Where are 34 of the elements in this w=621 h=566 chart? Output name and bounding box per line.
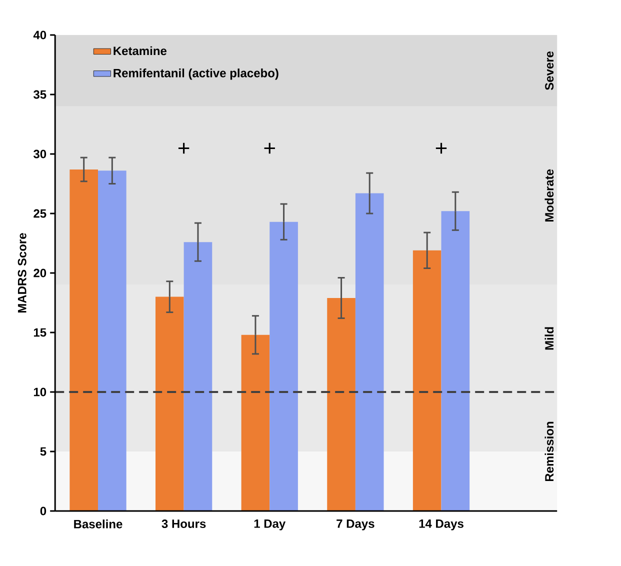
legend-label: Ketamine bbox=[114, 46, 167, 56]
y-axis-title: MADRS Score bbox=[18, 233, 26, 313]
y-tick-label: 30 bbox=[34, 150, 46, 158]
bar bbox=[327, 298, 356, 512]
bar bbox=[270, 222, 298, 512]
bar bbox=[70, 169, 98, 512]
x-tick-label: Baseline bbox=[74, 520, 122, 528]
y-tick-label: 20 bbox=[34, 268, 46, 278]
bar bbox=[184, 242, 212, 512]
annotation: + bbox=[178, 142, 190, 154]
bar bbox=[412, 250, 442, 512]
y-tick-label: 10 bbox=[34, 388, 46, 396]
bar bbox=[441, 211, 470, 512]
bar bbox=[241, 334, 270, 512]
x-tick-label: 14 Days bbox=[419, 520, 464, 530]
y-tick-label: 15 bbox=[34, 328, 46, 337]
y-tick-label: 35 bbox=[34, 90, 46, 99]
x-tick-label: 7 Days bbox=[336, 520, 374, 530]
bar bbox=[355, 193, 384, 512]
x-tick-label: 3 Hours bbox=[162, 520, 206, 528]
band-label: Remission bbox=[544, 422, 554, 482]
band-label: Mild bbox=[544, 327, 554, 350]
annotation: + bbox=[436, 142, 447, 154]
y-tick-label: 0 bbox=[40, 506, 46, 516]
y-tick-label: 5 bbox=[40, 447, 46, 456]
x-tick-label: 1 Day bbox=[254, 520, 286, 530]
annotation: + bbox=[264, 142, 275, 154]
band-label: Moderate bbox=[544, 169, 554, 222]
y-tick-label: 25 bbox=[34, 209, 46, 218]
legend-label: Remifentanil (active placebo) bbox=[114, 68, 278, 80]
bar bbox=[155, 296, 184, 512]
band-label: Severe bbox=[545, 51, 554, 90]
y-tick-label: 40 bbox=[33, 30, 46, 40]
bar bbox=[98, 170, 126, 512]
